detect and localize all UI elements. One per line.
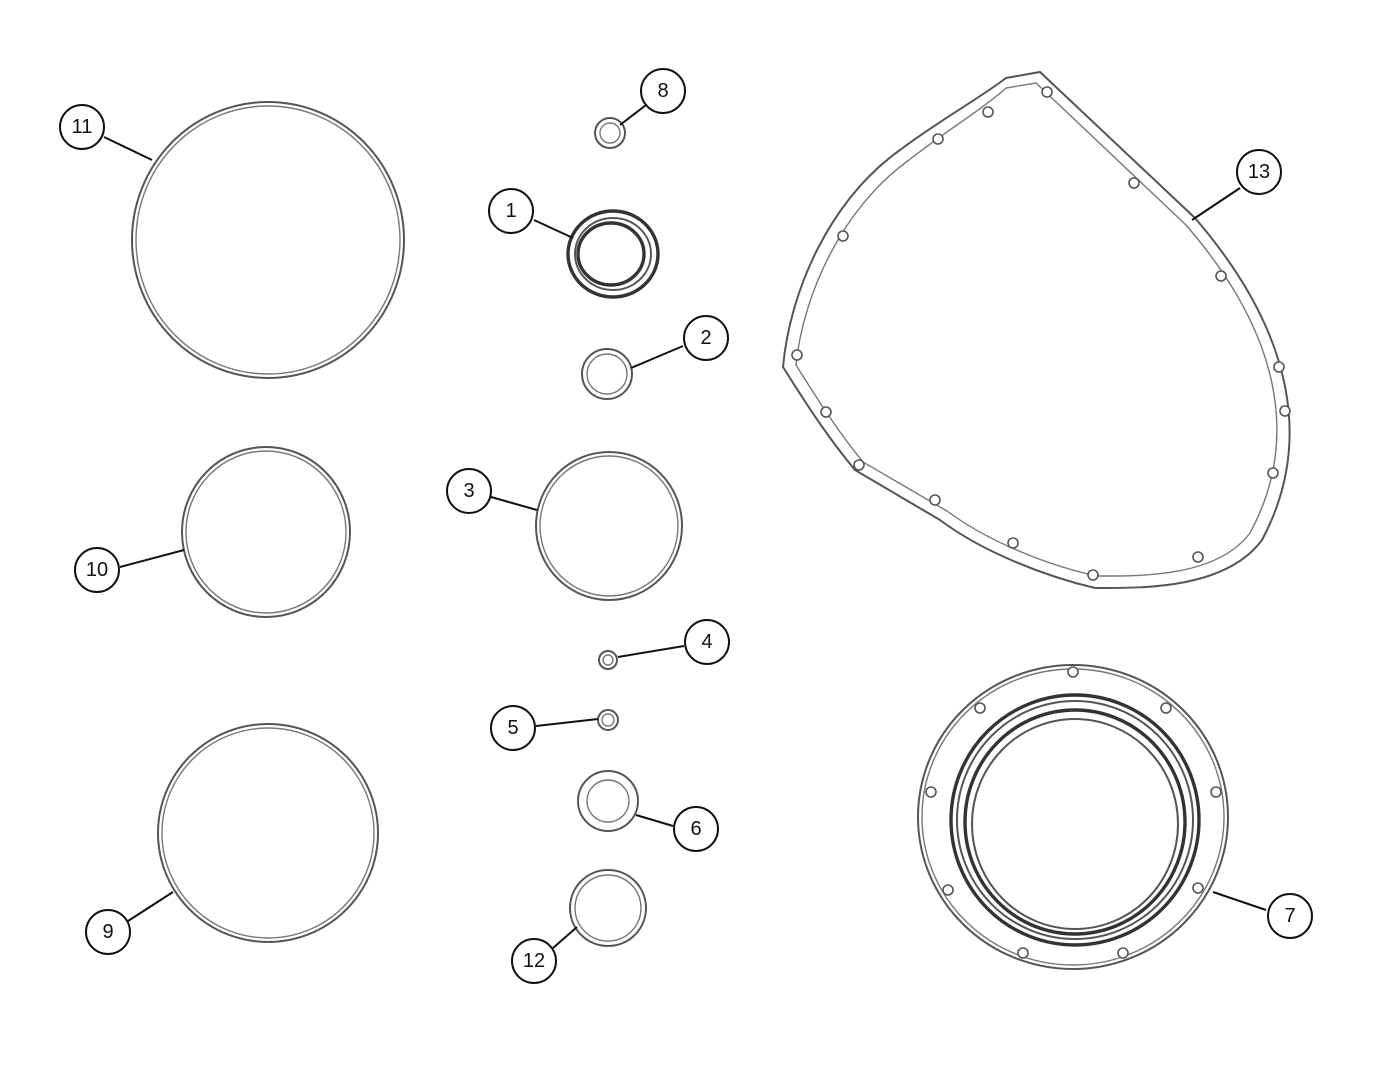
callout-13: 13 xyxy=(1236,149,1282,195)
part-6-ring xyxy=(577,770,639,832)
leader-lines xyxy=(103,104,1267,949)
callout-4-label: 4 xyxy=(701,631,712,653)
callout-12: 12 xyxy=(511,938,557,984)
callout-2-label: 2 xyxy=(700,327,711,349)
callout-11: 11 xyxy=(59,104,105,150)
callout-7: 7 xyxy=(1267,893,1313,939)
callout-1-label: 1 xyxy=(505,200,516,222)
leader-9 xyxy=(127,891,174,922)
callout-6: 6 xyxy=(673,806,719,852)
callout-7-label: 7 xyxy=(1284,905,1295,927)
part-11-large-o-ring xyxy=(131,101,405,379)
callout-12-label: 12 xyxy=(523,950,545,972)
part-2-ring xyxy=(581,348,633,400)
part-7-seal-housing xyxy=(917,664,1229,970)
part-8-small-seal xyxy=(594,117,626,149)
leader-7 xyxy=(1212,891,1267,911)
part-3-o-ring xyxy=(535,451,683,601)
leader-10 xyxy=(119,549,185,568)
leader-1 xyxy=(533,219,574,239)
part-13-cover-gasket xyxy=(781,70,1291,590)
leader-12 xyxy=(552,926,578,949)
callout-13-label: 13 xyxy=(1248,161,1270,183)
callout-3-label: 3 xyxy=(463,480,474,502)
callout-5-label: 5 xyxy=(507,717,518,739)
part-10-o-ring xyxy=(181,446,351,618)
leader-2 xyxy=(630,345,684,369)
part-5-tiny-ring xyxy=(597,709,619,731)
part-12-ring xyxy=(569,869,647,947)
callout-1: 1 xyxy=(488,188,534,234)
part-1-oil-seal xyxy=(566,209,660,299)
part-4-tiny-ring xyxy=(598,650,618,670)
leader-5 xyxy=(535,718,599,727)
leader-11 xyxy=(103,136,153,161)
callout-5: 5 xyxy=(490,705,536,751)
callout-10: 10 xyxy=(74,547,120,593)
leader-8 xyxy=(619,104,647,126)
callout-11-label: 11 xyxy=(72,116,93,138)
leader-6 xyxy=(635,814,674,827)
leader-13 xyxy=(1191,187,1241,221)
callout-8: 8 xyxy=(640,68,686,114)
callout-4: 4 xyxy=(684,619,730,665)
callout-8-label: 8 xyxy=(657,80,668,102)
callout-2: 2 xyxy=(683,315,729,361)
callout-9-label: 9 xyxy=(102,921,113,943)
leader-4 xyxy=(617,645,685,658)
leader-3 xyxy=(490,496,538,511)
callout-9: 9 xyxy=(85,909,131,955)
callout-6-label: 6 xyxy=(690,818,701,840)
callout-3: 3 xyxy=(446,468,492,514)
part-9-o-ring xyxy=(157,723,379,943)
callout-10-label: 10 xyxy=(86,559,108,581)
